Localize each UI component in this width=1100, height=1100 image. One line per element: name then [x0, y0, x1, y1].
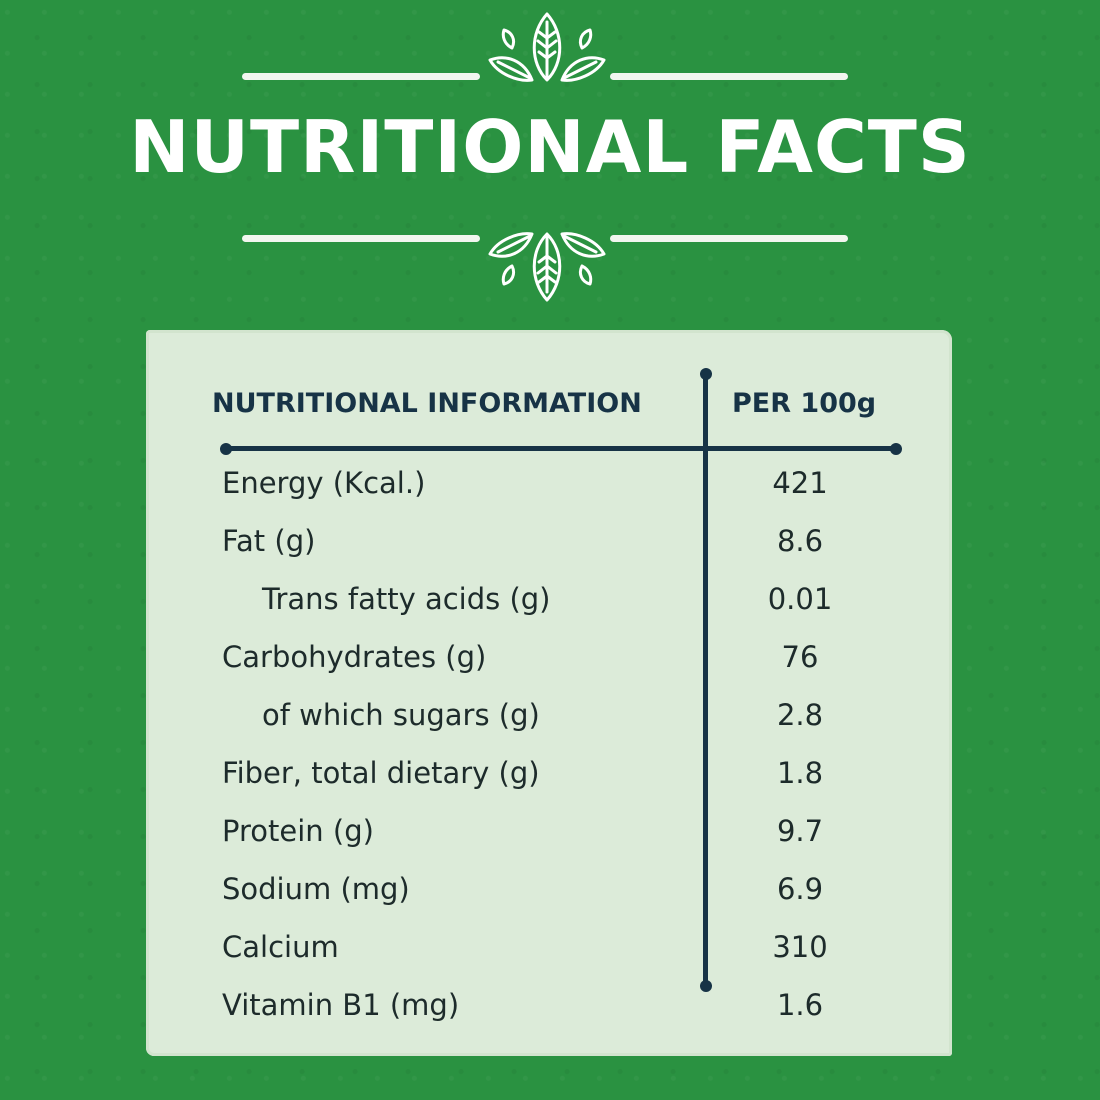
top-divider-left	[242, 73, 480, 80]
row-value-energy: 421	[772, 466, 828, 500]
column-header-nutritional-information: NUTRITIONAL INFORMATION	[212, 388, 642, 419]
page-title: NUTRITIONAL FACTS	[129, 105, 971, 189]
row-label-fat: Fat (g)	[222, 524, 316, 558]
column-divider-end-bottom	[700, 980, 712, 992]
row-value-fiber: 1.8	[776, 756, 824, 790]
row-label-sugars: of which sugars (g)	[262, 698, 540, 732]
leaf-ornament-icon	[488, 12, 606, 82]
row-value-carbohydrates: 76	[781, 640, 819, 674]
top-divider-right	[610, 73, 848, 80]
row-label-energy: Energy (Kcal.)	[222, 466, 426, 500]
row-label-vitamin-b1: Vitamin B1 (mg)	[222, 988, 460, 1022]
header-underline-end-right	[890, 443, 902, 455]
column-divider-end-top	[700, 368, 712, 380]
row-label-fiber: Fiber, total dietary (g)	[222, 756, 540, 790]
row-label-carbohydrates: Carbohydrates (g)	[222, 640, 487, 674]
row-value-vitamin-b1: 1.6	[776, 988, 824, 1022]
row-label-sodium: Sodium (mg)	[222, 872, 410, 906]
row-value-trans-fatty-acids: 0.01	[767, 582, 833, 616]
row-label-trans-fatty-acids: Trans fatty acids (g)	[262, 582, 551, 616]
row-value-protein: 9.7	[776, 814, 824, 848]
row-label-calcium: Calcium	[222, 930, 339, 964]
nutrition-table-panel	[146, 330, 952, 1056]
header-underline-end-left	[220, 443, 232, 455]
row-value-calcium: 310	[772, 930, 828, 964]
header-underline	[226, 446, 900, 451]
row-value-sodium: 6.9	[776, 872, 824, 906]
column-header-per-100g: PER 100g	[732, 388, 877, 419]
leaf-ornament-icon	[488, 232, 606, 302]
bottom-divider-right	[610, 235, 848, 242]
column-divider	[703, 372, 708, 988]
row-label-protein: Protein (g)	[222, 814, 374, 848]
row-value-fat: 8.6	[776, 524, 824, 558]
bottom-divider-left	[242, 235, 480, 242]
row-value-sugars: 2.8	[776, 698, 824, 732]
